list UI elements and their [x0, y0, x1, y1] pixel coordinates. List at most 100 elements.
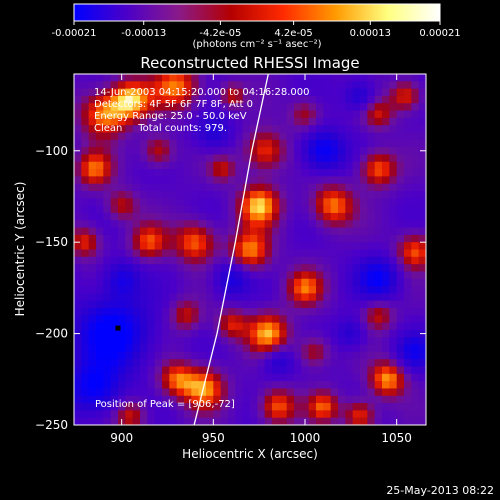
heatmap-cell — [169, 395, 178, 404]
heatmap-cell — [154, 286, 163, 294]
heatmap-cell — [345, 242, 354, 250]
heatmap-cell — [279, 132, 288, 141]
heatmap-cell — [81, 351, 90, 360]
heatmap-cell — [184, 139, 192, 148]
heatmap-cell — [96, 81, 104, 90]
heatmap-cell — [316, 278, 324, 287]
heatmap-cell — [110, 359, 119, 367]
heatmap-cell — [198, 337, 207, 346]
heatmap-cell — [198, 88, 207, 97]
heatmap-cell — [206, 191, 214, 199]
heatmap-cell — [198, 410, 207, 419]
heatmap-cell — [184, 88, 192, 97]
heatmap-cell — [147, 183, 156, 192]
heatmap-cell — [191, 147, 200, 155]
heatmap-cell — [88, 132, 97, 141]
heatmap-cell — [118, 169, 126, 177]
heatmap-cell — [374, 183, 383, 192]
heatmap-cell — [367, 417, 376, 425]
heatmap-cell — [345, 417, 354, 425]
heatmap-cell — [316, 212, 324, 221]
heatmap-cell — [264, 286, 273, 294]
heatmap-cell — [345, 220, 354, 229]
heatmap-cell — [404, 191, 412, 199]
heatmap-cell — [360, 395, 368, 404]
heatmap-cell — [418, 395, 426, 404]
heatmap-cell — [360, 315, 368, 324]
heatmap-cell — [257, 176, 266, 185]
heatmap-cell — [220, 395, 229, 404]
heatmap-cell — [220, 110, 229, 119]
heatmap-cell — [169, 293, 178, 302]
heatmap-cell — [389, 212, 398, 221]
heatmap-cell — [382, 169, 390, 177]
heatmap-cell — [176, 344, 185, 353]
heatmap-cell — [294, 234, 302, 243]
heatmap-cell — [184, 249, 192, 258]
heatmap-cell — [81, 191, 90, 199]
heatmap-cell — [367, 220, 376, 229]
heatmap-cell — [235, 242, 244, 250]
heatmap-cell — [345, 366, 354, 375]
heatmap-cell — [250, 205, 258, 214]
heatmap-cell — [360, 161, 368, 170]
heatmap-cell — [213, 381, 222, 389]
heatmap-cell — [81, 220, 90, 229]
heatmap-cell — [206, 286, 214, 294]
heatmap-cell — [404, 81, 412, 90]
heatmap-cell — [235, 381, 244, 389]
heatmap-cell — [352, 344, 361, 353]
heatmap-cell — [308, 403, 317, 411]
heatmap-cell — [360, 242, 368, 250]
heatmap-cell — [206, 220, 214, 229]
heatmap-cell — [154, 249, 163, 258]
heatmap-cell — [404, 176, 412, 185]
heatmap-cell — [191, 74, 200, 82]
heatmap-cell — [198, 315, 207, 324]
heatmap-cell — [257, 88, 266, 97]
heatmap-cell — [418, 154, 426, 163]
heatmap-cell — [279, 300, 288, 309]
heatmap-cell — [411, 198, 420, 207]
heatmap-cell — [411, 227, 420, 236]
heatmap-cell — [382, 329, 390, 338]
heatmap-cell — [103, 95, 112, 104]
heatmap-cell — [257, 234, 266, 243]
heatmap-cell — [184, 366, 192, 375]
heatmap-cell — [338, 410, 346, 419]
heatmap-cell — [389, 205, 398, 214]
heatmap-cell — [235, 410, 244, 419]
heatmap-cell — [154, 410, 163, 419]
heatmap-cell — [360, 74, 368, 82]
heatmap-cell — [360, 256, 368, 265]
heatmap-cell — [118, 403, 126, 411]
heatmap-cell — [389, 132, 398, 141]
heatmap-cell — [389, 395, 398, 404]
heatmap-cell — [301, 95, 310, 104]
heatmap-cell — [74, 205, 82, 214]
heatmap-cell — [279, 315, 288, 324]
chart-title: Reconstructed RHESSI Image — [140, 54, 359, 72]
heatmap-cell — [132, 74, 141, 82]
heatmap-cell — [228, 139, 236, 148]
heatmap-cell — [389, 242, 398, 250]
heatmap-cell — [81, 344, 90, 353]
heatmap-cell — [308, 417, 317, 425]
heatmap-cell — [374, 220, 383, 229]
heatmap-cell — [213, 110, 222, 119]
heatmap-cell — [352, 103, 361, 112]
heatmap-cell — [367, 95, 376, 104]
heatmap-cell — [316, 183, 324, 192]
heatmap-cell — [184, 227, 192, 236]
heatmap-cell — [330, 234, 339, 243]
heatmap-cell — [382, 198, 390, 207]
heatmap-cell — [316, 366, 324, 375]
heatmap-cell — [396, 256, 405, 265]
heatmap-cell — [286, 81, 295, 90]
heatmap-cell — [132, 227, 141, 236]
heatmap-cell — [154, 81, 163, 90]
heatmap-cell — [228, 315, 236, 324]
heatmap-cell — [279, 381, 288, 389]
heatmap-cell — [191, 403, 200, 411]
